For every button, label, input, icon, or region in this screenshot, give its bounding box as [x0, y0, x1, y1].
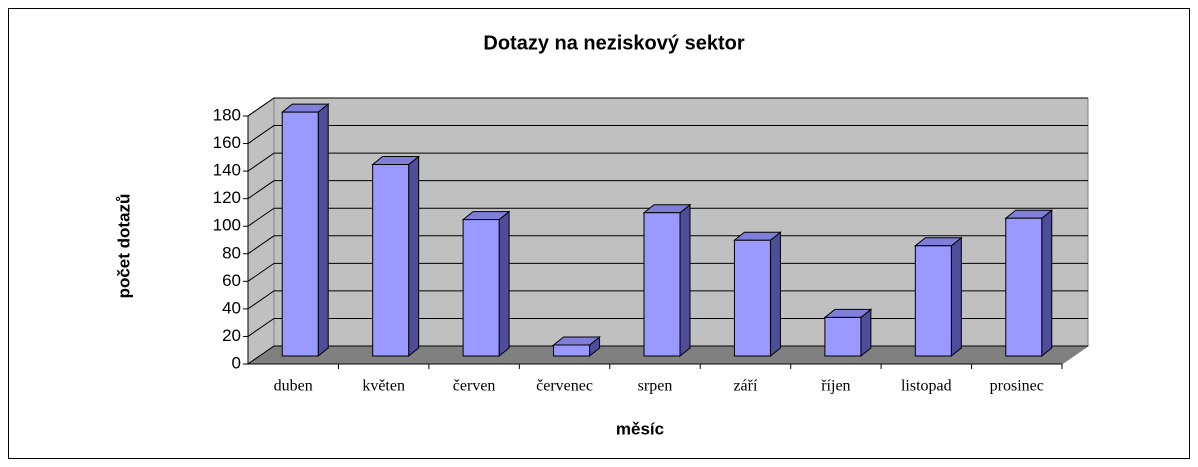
x-tick-label: červen	[453, 378, 496, 395]
side-wall	[247, 97, 275, 365]
bar	[643, 212, 681, 357]
y-tick-label: 140	[213, 161, 241, 180]
bar-side	[769, 231, 781, 358]
y-tick-label: 120	[213, 188, 241, 207]
x-axis-label: měsíc	[616, 419, 664, 438]
bar-side	[679, 203, 691, 358]
grid-line	[247, 317, 1088, 337]
grid-line	[247, 152, 1088, 172]
x-tick-label: srpen	[638, 378, 673, 395]
grid-line	[247, 125, 1088, 144]
x-tick-label: červenec	[536, 378, 593, 395]
grid-line	[247, 262, 1088, 282]
bar	[824, 316, 862, 357]
grid-line	[247, 345, 1088, 365]
x-tick-label: říjen	[821, 378, 850, 395]
bar	[281, 111, 319, 357]
y-tick-label: 60	[222, 271, 241, 290]
bar	[914, 245, 952, 357]
bar	[372, 163, 410, 357]
grid-line	[247, 235, 1088, 255]
x-tick-label: listopad	[901, 378, 952, 395]
bar-side	[317, 103, 329, 358]
y-tick-label: 40	[222, 298, 241, 317]
bar	[1005, 217, 1043, 357]
y-tick-label: 100	[213, 216, 241, 235]
y-tick-label: 80	[222, 243, 241, 262]
bar-side	[1041, 209, 1053, 358]
y-tick-label: 160	[213, 133, 241, 152]
chart-title: Dotazy na neziskový sektor	[483, 32, 744, 54]
grid-line	[247, 207, 1088, 227]
y-tick-label: 20	[222, 326, 241, 345]
y-axis-label: počet dotazů	[114, 194, 133, 299]
bar-side	[408, 155, 420, 358]
y-tick-label: 0	[232, 353, 241, 372]
bar	[733, 239, 771, 357]
bar-side	[498, 210, 510, 358]
grid-line	[247, 290, 1088, 310]
grid-line	[247, 97, 1088, 117]
x-tick-label: září	[733, 378, 758, 395]
bar-side	[950, 236, 962, 358]
bar	[553, 344, 591, 357]
x-tick-label: květen	[362, 378, 405, 395]
x-tick-label: duben	[274, 378, 313, 395]
x-tick-label: prosinec	[990, 378, 1044, 395]
grid-line	[247, 180, 1088, 200]
y-tick-label: 180	[213, 105, 241, 124]
bar	[462, 219, 500, 357]
